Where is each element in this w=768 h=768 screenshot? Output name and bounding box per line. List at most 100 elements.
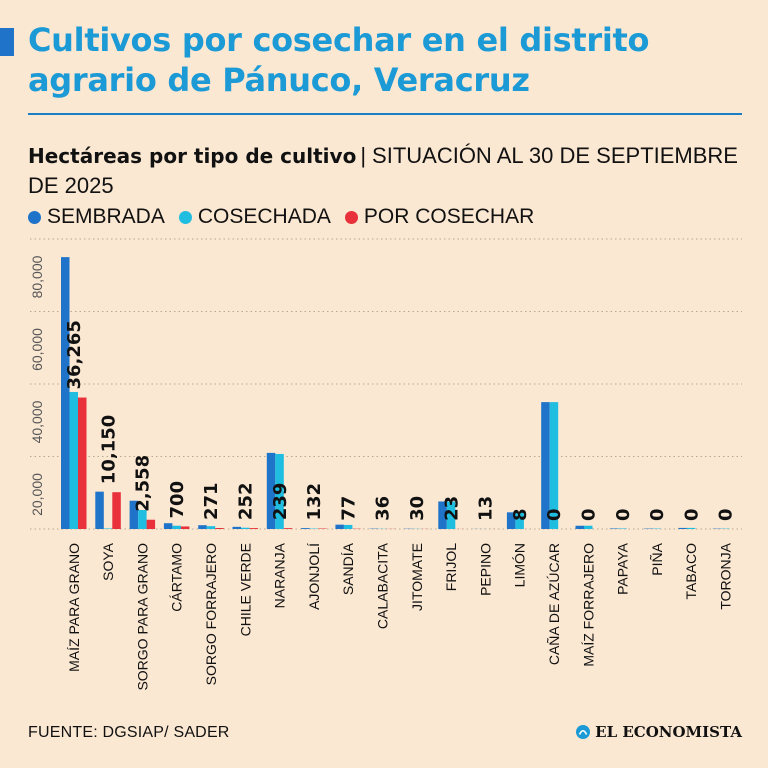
bar-sembrada-sandia [335, 524, 344, 529]
legend-label-por-cosechar: POR COSECHAR [363, 205, 535, 228]
x-tick-label: SORGO FORRAJERO [203, 543, 219, 685]
data-label: 36,265 [64, 320, 85, 389]
bar-por-cosechar-chile-verde [249, 528, 258, 529]
data-label: 0 [647, 508, 668, 521]
x-tick-label: PAPAYA [615, 542, 631, 595]
bar-cosechada-soya [103, 528, 113, 529]
legend-label-cosechada: COSECHADA [197, 205, 331, 228]
y-tick-label: 80,000 [29, 255, 45, 298]
x-tick-label: MAÍZ FORRAJERO [580, 543, 596, 667]
x-tick-label: TABACO [683, 543, 699, 600]
bar-por-cosechar-soya [112, 492, 121, 529]
x-tick-label: CÁRTAMO [169, 543, 185, 612]
bar-sembrada-frijol [438, 501, 447, 529]
brand-logo: EL ECONOMISTA [576, 723, 742, 741]
bar-cosechada-sorgo-para-grano [138, 510, 147, 529]
data-label: 271 [201, 482, 222, 520]
data-label: 0 [613, 508, 634, 521]
bar-sembrada-soya [95, 491, 104, 529]
y-tick-label: 40,000 [29, 400, 45, 443]
data-label: 0 [716, 508, 737, 521]
bar-por-cosechar-maiz-para-grano [78, 397, 87, 529]
bar-cosechada-limon [515, 512, 524, 529]
bar-por-cosechar-naranja [283, 528, 293, 529]
legend-dot-sembrada [28, 210, 41, 224]
bar-sembrada-sorgo-para-grano [129, 500, 139, 529]
x-tick-label: PEPINO [477, 543, 493, 596]
bar-sembrada-papaya [609, 528, 619, 529]
bar-cosechada-cana-de-azucar [549, 402, 559, 529]
legend-item-sembrada: SEMBRADA [28, 205, 165, 229]
bar-sembrada-chile-verde [232, 526, 241, 529]
x-tick-label: NARANJA [272, 542, 288, 608]
subtitle-separator: | [360, 143, 367, 168]
title-accent-bar [0, 28, 14, 56]
bar-por-cosechar-sorgo-forrajero [215, 528, 224, 529]
chart-legend: SEMBRADA COSECHADA POR COSECHAR [28, 203, 548, 231]
brand-name: EL ECONOMISTA [595, 723, 742, 741]
y-tick-label: 60,000 [29, 328, 45, 371]
data-label: 30 [407, 496, 428, 521]
x-tick-label: CALABACITA [374, 542, 390, 629]
data-label: 132 [304, 483, 325, 521]
data-label: 23 [441, 496, 462, 521]
x-tick-label: SORGO PARA GRANO [134, 543, 150, 691]
bar-sembrada-cartamo [163, 523, 173, 529]
bar-sembrada-maiz-para-grano [61, 257, 70, 529]
source-note: FUENTE: DGSIAP/ SADER [28, 724, 230, 741]
bar-cosechada-papaya [618, 528, 627, 529]
x-tick-label: PIÑA [649, 542, 665, 575]
bar-cosechada-sandia [343, 524, 353, 529]
bar-cosechada-cartamo [172, 525, 181, 529]
data-label: 700 [167, 481, 188, 519]
subtitle-date: SITUACIÓN AL 30 DE SEPTIEMBRE DE 2025 [28, 143, 738, 198]
title-divider [28, 113, 742, 115]
subtitle-bold: Hectáreas por tipo de cultivo [28, 144, 357, 168]
data-label: 0 [579, 508, 600, 521]
bar-cosechada-naranja [275, 453, 284, 529]
bar-cosechada-tabaco [686, 527, 696, 529]
x-tick-label: MAÍZ PARA GRANO [66, 543, 82, 672]
bar-sembrada-maiz-forrajero [575, 525, 584, 529]
bar-cosechada-maiz-para-grano [69, 391, 78, 529]
data-label: 8 [510, 508, 531, 521]
x-tick-label: CHILE VERDE [237, 543, 253, 636]
x-tick-label: LIMÓN [512, 543, 528, 587]
legend-label-sembrada: SEMBRADA [47, 205, 165, 228]
bar-cosechada-maiz-forrajero [584, 525, 593, 529]
chart-subtitle: Hectáreas por tipo de cultivo | SITUACIÓN … [28, 141, 748, 200]
data-label: 13 [476, 496, 497, 521]
x-tick-label: CAÑA DE AZÚCAR [546, 543, 562, 665]
bar-sembrada-cana-de-azucar [541, 402, 550, 529]
bar-sembrada-tabaco [678, 527, 687, 529]
bar-sembrada-limon [506, 512, 516, 529]
data-label: 36 [373, 496, 394, 521]
legend-dot-cosechada [178, 210, 192, 224]
bar-cosechada-frijol [446, 501, 456, 529]
bar-sembrada-ajonjoli [301, 528, 310, 529]
bar-sembrada-naranja [266, 452, 276, 529]
page-title: Cultivos por cosechar en el distrito agr… [28, 21, 650, 99]
x-tick-label: JITOMATE [409, 543, 425, 611]
x-tick-label: SANDÍA [340, 542, 356, 595]
data-label: 77 [338, 496, 359, 521]
x-tick-label: FRIJOL [443, 543, 459, 591]
data-label: 10,150 [98, 415, 119, 484]
data-label: 2,558 [133, 455, 154, 512]
y-tick-label: 20,000 [29, 473, 45, 516]
data-label: 0 [544, 508, 565, 521]
legend-item-cosechada: COSECHADA [178, 205, 331, 229]
bar-cosechada-chile-verde [241, 527, 250, 529]
bar-cosechada-sorgo-forrajero [206, 526, 216, 529]
bar-por-cosechar-sorgo-para-grano [146, 519, 156, 529]
x-tick-label: SOYA [100, 542, 116, 581]
data-label: 0 [681, 508, 702, 521]
x-tick-label: AJONJOLÍ [306, 543, 322, 610]
bar-por-cosechar-cartamo [180, 526, 190, 529]
legend-item-por-cosechar: POR COSECHAR [344, 205, 535, 229]
bar-sembrada-sorgo-forrajero [198, 525, 207, 529]
legend-dot-por-cosechar [344, 210, 358, 224]
data-label: 252 [236, 483, 257, 521]
data-label: 239 [270, 483, 291, 521]
